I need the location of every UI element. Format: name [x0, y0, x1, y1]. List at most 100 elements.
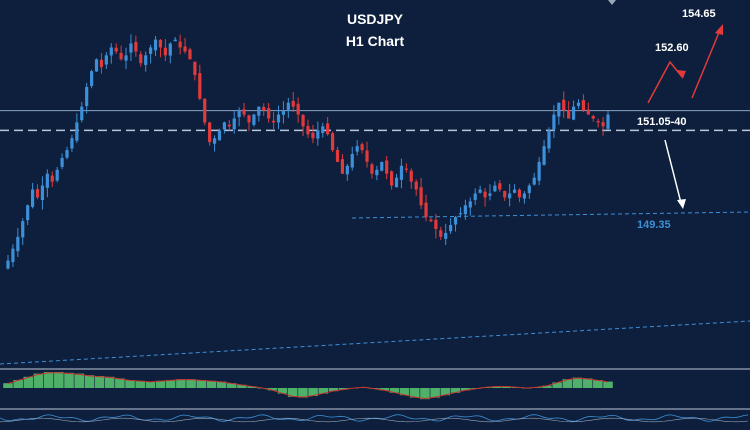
candle-body — [104, 55, 108, 65]
candle-body — [75, 122, 79, 141]
bottom-indicator-line-2 — [0, 417, 749, 423]
candle-body — [478, 189, 482, 193]
oscillator-bar — [409, 388, 420, 398]
oscillator-bar — [115, 378, 125, 388]
bullish-projection-arrow — [647, 24, 723, 104]
candle-body — [311, 132, 315, 139]
candle-body — [198, 73, 202, 99]
candle-body — [153, 39, 158, 51]
candle-body — [409, 170, 413, 182]
candle-body — [149, 47, 153, 54]
candle-body — [6, 260, 10, 269]
oscillator-bar — [287, 388, 298, 397]
candle-body — [547, 130, 551, 149]
oscillator-bar — [552, 382, 562, 388]
oscillator-bar — [582, 378, 593, 388]
candle-body — [55, 169, 59, 181]
candle-body — [60, 157, 64, 167]
oscillator-bar — [104, 376, 115, 388]
candle-body — [330, 133, 335, 151]
candle-body — [208, 122, 212, 143]
candle-body — [567, 110, 571, 119]
candle-body — [188, 49, 192, 60]
candle-body — [70, 138, 74, 149]
candle-body — [296, 103, 300, 115]
candle-body — [80, 106, 84, 121]
candle-body — [390, 171, 394, 186]
oscillator-bar — [440, 388, 451, 396]
candle-body — [193, 61, 197, 76]
candle-body — [340, 159, 345, 174]
candle-body — [26, 205, 30, 221]
oscillator-bar — [450, 388, 461, 393]
candle-body — [586, 109, 590, 115]
candle-body — [335, 149, 340, 162]
candle-body — [306, 126, 310, 135]
candle-body — [532, 177, 536, 185]
candle-body — [321, 126, 325, 133]
bearish-projection-arrow — [664, 139, 686, 209]
candle-body — [124, 55, 128, 61]
candle-body — [429, 219, 433, 222]
candle-body — [286, 102, 290, 112]
oscillator-bar — [460, 388, 471, 391]
oscillator-bar — [338, 388, 349, 390]
candle-body — [434, 219, 438, 229]
oscillator-bar — [135, 380, 145, 388]
label-support: 149.35 — [637, 219, 671, 231]
candle-body — [576, 102, 581, 106]
oscillator-bar — [399, 388, 410, 396]
candle-body — [163, 47, 167, 56]
candle-body — [99, 59, 104, 68]
oscillator-bar — [206, 380, 217, 388]
candle-body — [232, 118, 236, 130]
candle-body — [11, 248, 15, 263]
oscillator-bar — [267, 388, 278, 391]
support-dashed-line — [351, 211, 750, 219]
candle-body — [424, 202, 428, 218]
label-target-high: 154.65 — [682, 8, 716, 20]
oscillator-bar — [186, 379, 196, 388]
oscillator-bar — [74, 373, 84, 388]
candle-body — [581, 100, 586, 111]
candle-body — [212, 138, 217, 144]
candle-body — [267, 108, 271, 119]
candle-body — [281, 110, 286, 115]
candle-body — [419, 187, 423, 206]
candle-body — [316, 130, 320, 139]
oscillator-bar — [328, 388, 339, 392]
oscillator-bar — [491, 386, 501, 388]
oscillator-bar — [237, 384, 247, 388]
oscillator-bar — [389, 388, 400, 393]
oscillator-bar — [542, 385, 552, 388]
candle-body — [360, 144, 364, 151]
candle-body — [375, 169, 379, 176]
oscillator-bar — [145, 381, 156, 388]
candle-body — [370, 164, 374, 174]
candle-body — [242, 109, 246, 115]
candle-body — [119, 52, 123, 60]
candle-body — [527, 185, 531, 194]
oscillator-bar — [501, 386, 512, 388]
oscillator-bar — [420, 388, 430, 400]
candle-body — [252, 114, 256, 125]
oscillator-bar — [155, 380, 166, 388]
candle-body — [601, 122, 605, 127]
oscillator-bar — [33, 373, 44, 388]
candle-body — [203, 98, 207, 123]
candle-body — [237, 110, 241, 118]
candle-body — [35, 189, 40, 198]
candle-body — [139, 54, 143, 64]
candle-body — [404, 168, 408, 170]
label-target-mid: 152.60 — [655, 42, 689, 54]
candle-body — [571, 106, 576, 120]
candle-body — [85, 86, 89, 107]
candle-body — [262, 107, 266, 111]
oscillator-bar — [593, 380, 603, 388]
candle-body — [257, 106, 261, 116]
candle-body — [134, 42, 138, 52]
candle-body — [365, 150, 369, 162]
oscillator-bar — [430, 388, 440, 398]
oscillator-bar — [125, 380, 135, 388]
